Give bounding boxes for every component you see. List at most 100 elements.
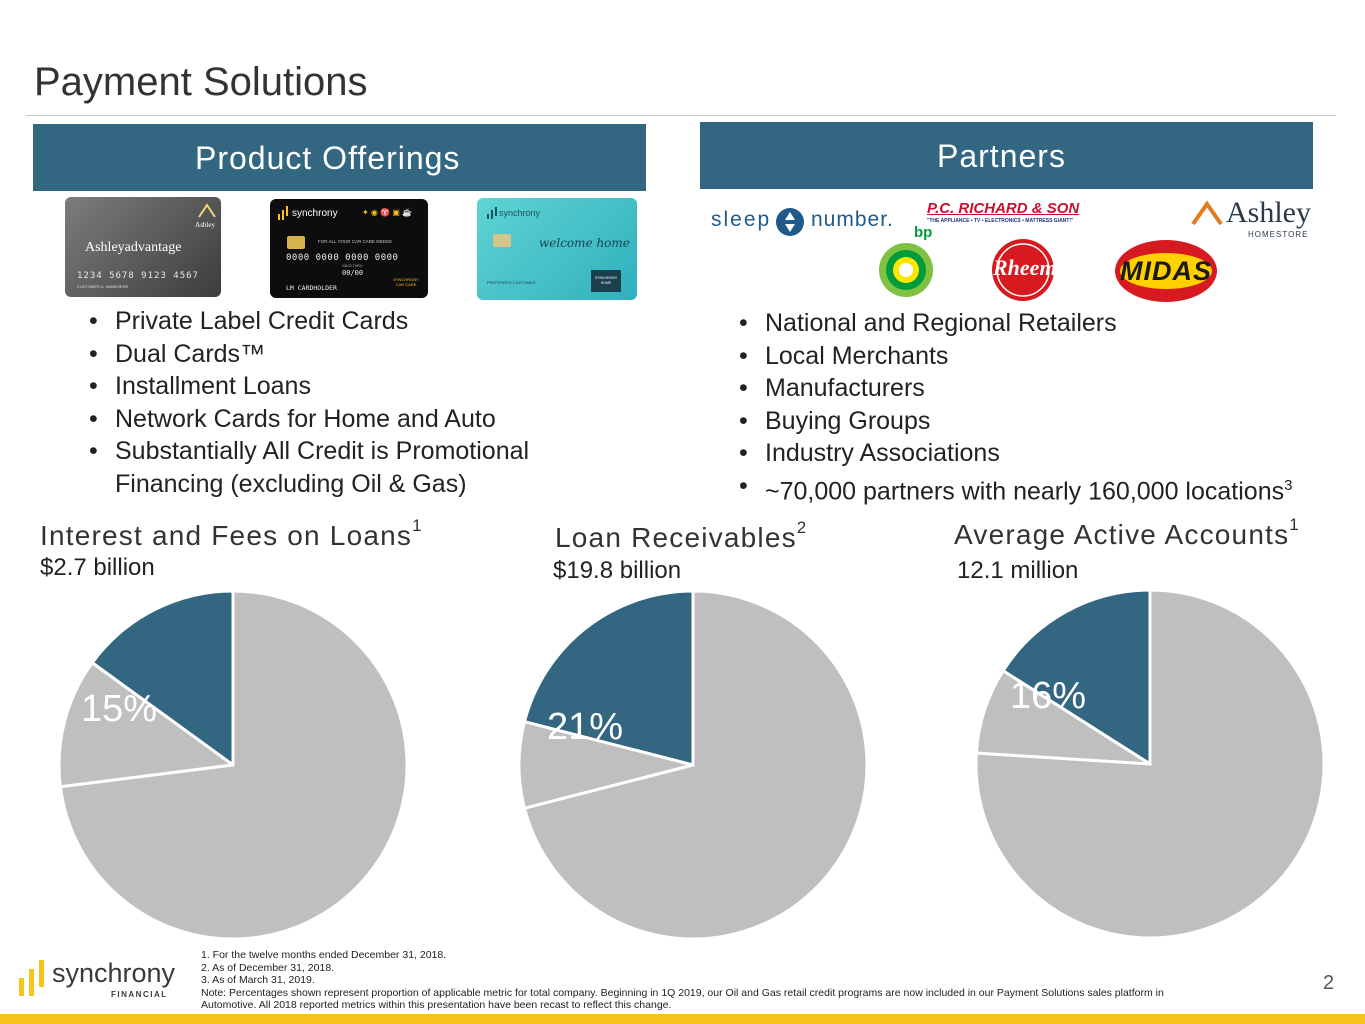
metric-label: Loan Receivables bbox=[555, 522, 797, 553]
rheem-logo: Rheem bbox=[991, 238, 1057, 302]
footnotes: 1. For the twelve months ended December … bbox=[201, 949, 1311, 1012]
title-divider bbox=[26, 115, 1336, 116]
pie-slice bbox=[974, 588, 1326, 940]
metric-heading: Loan Receivables2 bbox=[555, 518, 806, 554]
synchrony-footer-logo: synchrony FINANCIAL bbox=[18, 958, 188, 1000]
bp-logo: bp bbox=[876, 224, 938, 302]
car-care-icons: ✦ ◉ ♈ ▣ ☕ bbox=[362, 208, 413, 217]
pie-slice-highlight bbox=[90, 589, 235, 768]
sleep-number-text-a: sleep bbox=[711, 208, 772, 231]
active-accounts-pie-chart: 16% bbox=[974, 588, 1326, 940]
pie-slice bbox=[58, 589, 409, 941]
loan-receivables-pie-chart: 21% bbox=[517, 589, 869, 941]
pc-richard-name: P.C. RICHARD & SON bbox=[927, 200, 1080, 217]
metric-label: Average Active Accounts bbox=[954, 519, 1290, 550]
card-brand: synchrony bbox=[292, 208, 338, 219]
metric-label: Interest and Fees on Loans bbox=[40, 520, 413, 551]
list-item-continuation: Financing (excluding Oil & Gas) bbox=[115, 469, 467, 498]
pie-slice bbox=[57, 660, 237, 789]
pc-richard-tag: "THE APPLIANCE • TV • ELECTRONICS • MATT… bbox=[927, 218, 1074, 224]
ashley-name: Ashley bbox=[1226, 196, 1311, 229]
list-item: Industry Associations bbox=[735, 437, 1345, 470]
synchrony-mark-icon bbox=[487, 207, 497, 219]
pie-percent-label: 21% bbox=[547, 706, 623, 748]
footnote: 3. As of March 31, 2019. bbox=[201, 974, 315, 986]
list-item-text: ~70,000 partners with nearly 160,000 loc… bbox=[765, 476, 1285, 505]
list-item: National and Regional Retailers bbox=[735, 307, 1345, 340]
list-item: Network Cards for Home and Auto bbox=[85, 403, 645, 436]
sleep-number-logo: sleep number. bbox=[711, 205, 894, 239]
pc-richard-logo: P.C. RICHARD & SON "THE APPLIANCE • TV •… bbox=[927, 200, 1117, 224]
card-holder: CUSTOMER A. NAMEHERE bbox=[77, 284, 129, 289]
footnote: 2. As of December 31, 2018. bbox=[201, 961, 335, 974]
footnote-ref: 1 bbox=[1289, 515, 1299, 534]
card-badge: SYNCHRONY CAR CARE bbox=[393, 277, 419, 287]
card-valid: 00/00 bbox=[342, 269, 364, 277]
midas-badge-icon bbox=[1115, 240, 1217, 302]
footnote: Automotive. All 2018 reported metrics wi… bbox=[201, 999, 672, 1011]
list-item: Dual Cards™ bbox=[85, 338, 645, 371]
card-badge: SYNCHRONY HOME bbox=[591, 270, 621, 292]
chip-icon bbox=[493, 234, 511, 247]
ashley-advantage-card: Ashley Ashleyadvantage 1234 5678 9123 45… bbox=[65, 197, 221, 297]
midas-logo: MIDAS bbox=[1114, 239, 1218, 303]
metric-value: $19.8 billion bbox=[553, 557, 682, 584]
card-valid-label: VALID THRU bbox=[342, 264, 363, 268]
pie-slice-highlight bbox=[1001, 588, 1152, 767]
rheem-badge-icon bbox=[992, 239, 1054, 301]
chip-icon bbox=[287, 236, 305, 249]
card-brand: synchrony bbox=[499, 208, 541, 218]
card-number: 1234 5678 9123 4567 bbox=[77, 271, 199, 281]
footer-accent-bar bbox=[0, 1014, 1365, 1024]
card-script: welcome home bbox=[539, 236, 630, 250]
midas-text: MIDAS bbox=[1120, 256, 1212, 286]
page-title: Payment Solutions bbox=[34, 60, 368, 104]
interest-fees-pie-chart: 15% bbox=[57, 589, 409, 941]
card-name: Ashleyadvantage bbox=[85, 240, 182, 255]
partners-label: Partners bbox=[937, 138, 1066, 174]
list-item: Local Merchants bbox=[735, 340, 1345, 373]
product-bullet-list: Private Label Credit Cards Dual Cards™ I… bbox=[85, 305, 645, 500]
footnote-ref: 2 bbox=[796, 518, 807, 537]
list-item: Buying Groups bbox=[735, 405, 1345, 438]
ashley-sub: HOMESTORE bbox=[1248, 230, 1309, 239]
synchrony-mark-icon bbox=[278, 206, 288, 220]
footnote-ref: 3 bbox=[1284, 476, 1293, 494]
page-number: 2 bbox=[1323, 972, 1335, 994]
metric-heading: Interest and Fees on Loans1 bbox=[40, 516, 422, 552]
partner-bullet-list: National and Regional Retailers Local Me… bbox=[735, 307, 1345, 507]
footnote-ref: 1 bbox=[412, 516, 422, 535]
card-label: PREFERRED CUSTOMER bbox=[487, 280, 536, 285]
bp-helios-icon bbox=[879, 243, 933, 297]
sleep-number-text-b: number. bbox=[811, 208, 894, 231]
ashley-homestore-logo: Ashley HOMESTORE bbox=[1190, 196, 1325, 240]
ashley-house-icon bbox=[198, 203, 216, 218]
metric-value: 12.1 million bbox=[957, 557, 1079, 584]
pie-percent-label: 16% bbox=[1010, 675, 1086, 717]
list-item: Manufacturers bbox=[735, 372, 1345, 405]
card-brand: Ashley bbox=[195, 221, 215, 229]
list-item-last: ~70,000 partners with nearly 160,000 loc… bbox=[735, 470, 1345, 508]
card-holder: LM CARDHOLDER bbox=[286, 284, 337, 292]
metric-value: $2.7 billion bbox=[40, 554, 155, 581]
sleep-number-dial-icon bbox=[776, 208, 804, 236]
footnote: 1. For the twelve months ended December … bbox=[201, 949, 447, 961]
footnote: Note: Percentages shown represent propor… bbox=[201, 986, 1164, 999]
synchrony-home-card: synchrony welcome home PREFERRED CUSTOME… bbox=[477, 198, 637, 300]
pie-percent-label: 15% bbox=[81, 688, 157, 730]
card-tagline: FOR ALL YOUR CAR CARE NEEDS bbox=[318, 239, 392, 244]
list-item: Installment Loans bbox=[85, 370, 645, 403]
partners-header: Partners bbox=[700, 122, 1313, 189]
synchrony-car-care-card: synchrony ✦ ◉ ♈ ▣ ☕ FOR ALL YOUR CAR CAR… bbox=[270, 199, 428, 298]
metric-heading: Average Active Accounts1 bbox=[954, 515, 1299, 551]
pie-slice bbox=[522, 589, 869, 941]
footer-logo-name: synchrony bbox=[52, 958, 176, 988]
footer-logo-sub: FINANCIAL bbox=[111, 990, 168, 999]
product-offerings-header: Product Offerings bbox=[33, 124, 646, 191]
synchrony-mark-icon bbox=[19, 960, 44, 996]
product-offerings-label: Product Offerings bbox=[195, 140, 461, 176]
bp-text: bp bbox=[914, 224, 933, 241]
list-item: Substantially All Credit is Promotional bbox=[85, 435, 645, 468]
list-item: Private Label Credit Cards bbox=[85, 305, 645, 338]
card-number: 0000 0000 0000 0000 bbox=[286, 253, 399, 263]
